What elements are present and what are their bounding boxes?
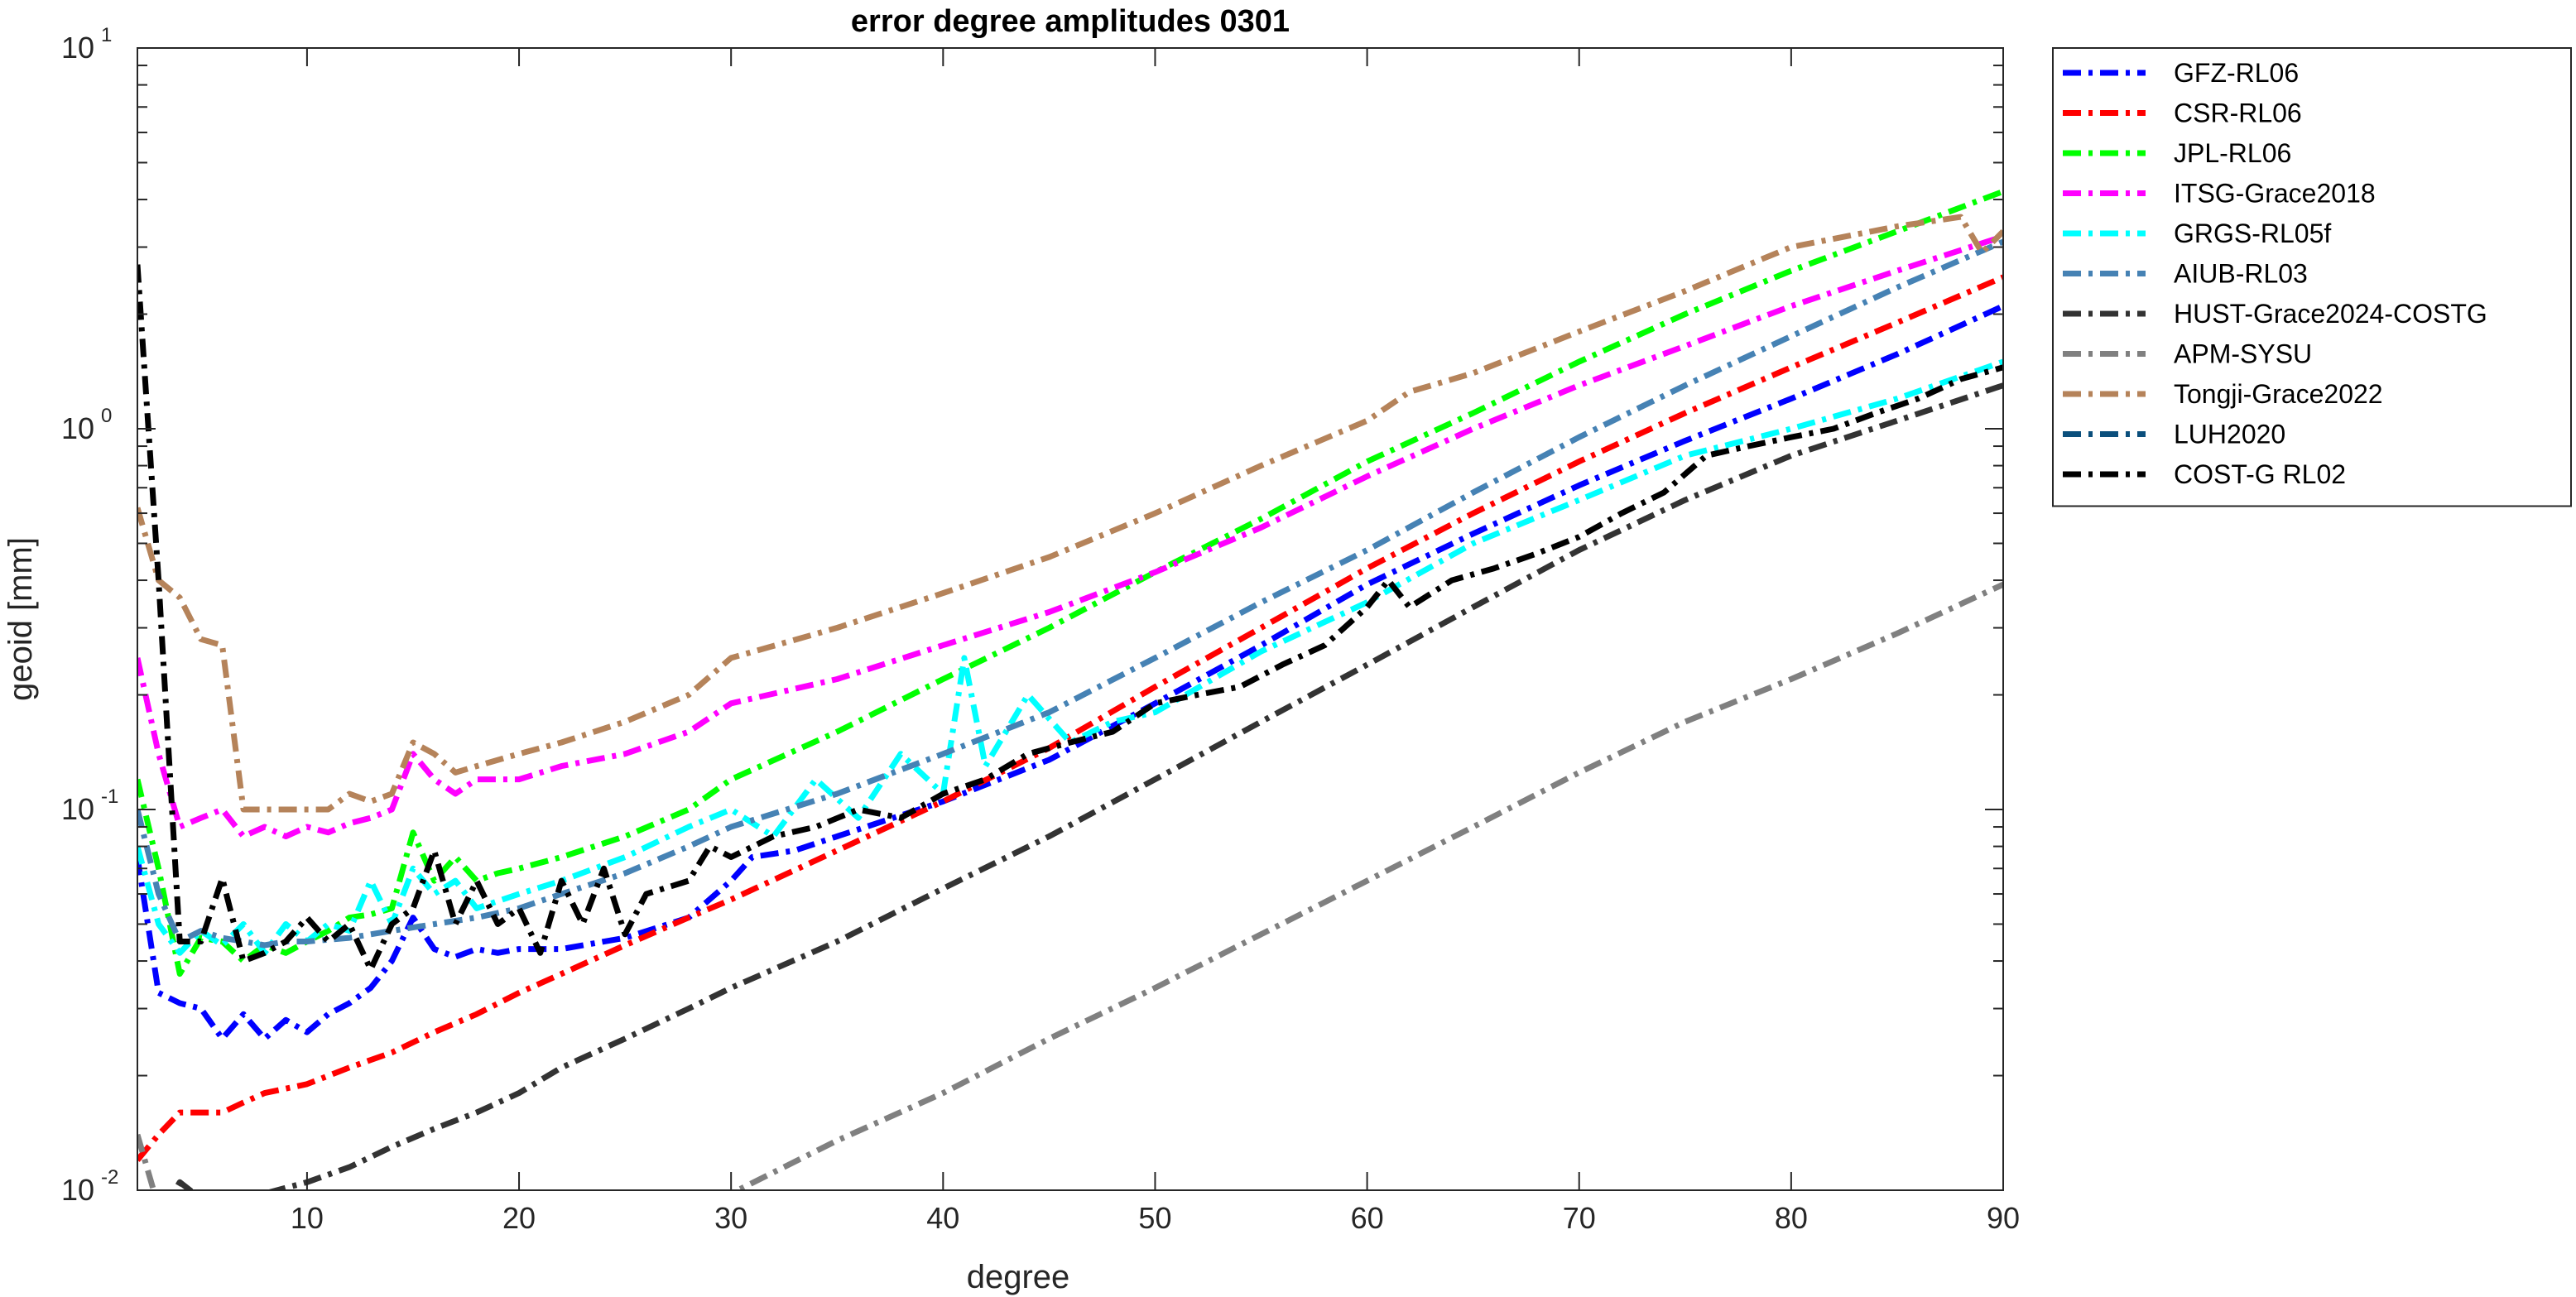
chart-title: error degree amplitudes 0301 (851, 4, 1290, 39)
series-line-1 (137, 274, 2003, 1162)
y-tick-label: 10 0 (61, 405, 112, 445)
x-tick-label: 80 (1775, 1201, 1808, 1235)
x-tick-label: 40 (926, 1201, 959, 1235)
y-tick-label-base: 10 (61, 411, 94, 445)
y-tick-label-exponent: 1 (101, 24, 112, 46)
legend-entry-label: ITSG-Grace2018 (2174, 179, 2376, 209)
x-tick-label: 60 (1351, 1201, 1384, 1235)
plot-frame (137, 47, 2004, 1191)
legend-entry-label: HUST-Grace2024-COSTG (2174, 299, 2487, 329)
y-tick-label-exponent: 0 (101, 405, 112, 427)
series-layer (137, 189, 2003, 1190)
legend-entry-label: CSR-RL06 (2174, 98, 2302, 128)
legend-entry-label: AIUB-RL03 (2174, 259, 2308, 289)
y-tick-label-base: 10 (61, 792, 94, 826)
x-tick-label: 90 (1987, 1201, 2020, 1235)
legend-entry-label: JPL-RL06 (2174, 138, 2291, 168)
x-tick-label: 10 (291, 1201, 324, 1235)
legend-entry-label: Tongji-Grace2022 (2174, 379, 2383, 409)
legend-entry-label: APM-SYSU (2174, 339, 2312, 369)
x-tick-label: 50 (1138, 1201, 1171, 1235)
series-line-0 (137, 303, 2003, 1042)
series-line-7 (137, 581, 2003, 1190)
y-tick-label: 10 -1 (61, 785, 118, 826)
legend-box (2052, 47, 2572, 507)
x-tick-label: 70 (1563, 1201, 1596, 1235)
axes-layer: 10 20 30 40 50 60 70 80 90 10 -2 10 -1 10 0 10 1 (61, 24, 2020, 1235)
legend-entry-label: GFZ-RL06 (2174, 58, 2299, 88)
x-tick-label: 30 (714, 1201, 747, 1235)
x-axis-label: degree (967, 1259, 1070, 1295)
y-tick-label-exponent: -2 (101, 1166, 118, 1189)
legend-entry-label: GRGS-RL05f (2174, 219, 2331, 248)
series-line-8 (137, 214, 2003, 813)
series-line-10 (137, 264, 2003, 973)
y-tick-label-base: 10 (61, 1173, 94, 1207)
y-tick-label-base: 10 (61, 31, 94, 65)
y-axis-label: geoid [mm] (2, 537, 39, 701)
series-line-3 (137, 233, 2003, 839)
series-line-2 (137, 189, 2003, 978)
legend-entry-label: LUH2020 (2174, 420, 2285, 449)
y-tick-label-exponent: -1 (101, 785, 118, 808)
legend: GFZ-RL06 CSR-RL06 JPL-RL06 ITSG-Grace2018 GR… (2052, 47, 2572, 507)
legend-entry-label: COST-G RL02 (2174, 459, 2346, 489)
y-tick-label: 10 -2 (61, 1166, 118, 1207)
series-line-6 (171, 382, 2003, 1190)
series-line-4 (137, 358, 2003, 956)
x-tick-label: 20 (502, 1201, 536, 1235)
y-tick-label: 10 1 (61, 24, 112, 65)
